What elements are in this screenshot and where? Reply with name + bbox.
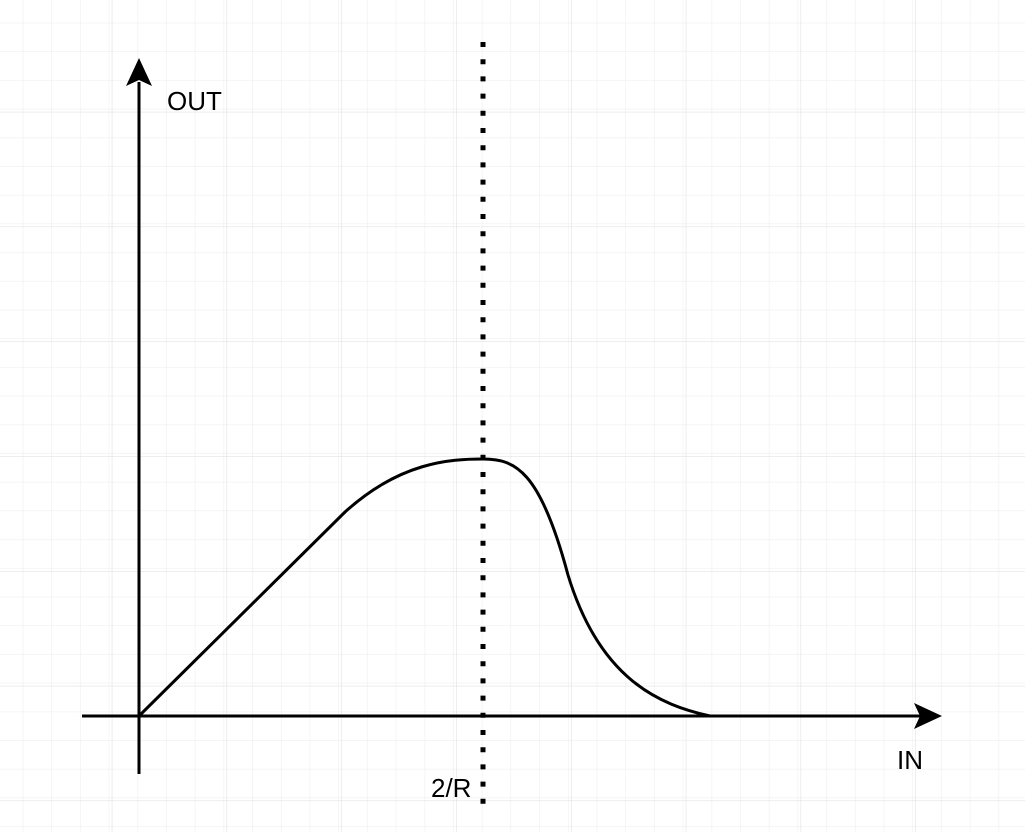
x-axis-arrow-icon [914, 703, 942, 729]
x-axis-label: IN [897, 745, 923, 775]
response-curve [137, 457, 920, 718]
marker-label: 2/R [431, 773, 471, 803]
y-axis-label: OUT [167, 86, 222, 116]
y-axis-arrow-icon [126, 58, 152, 86]
